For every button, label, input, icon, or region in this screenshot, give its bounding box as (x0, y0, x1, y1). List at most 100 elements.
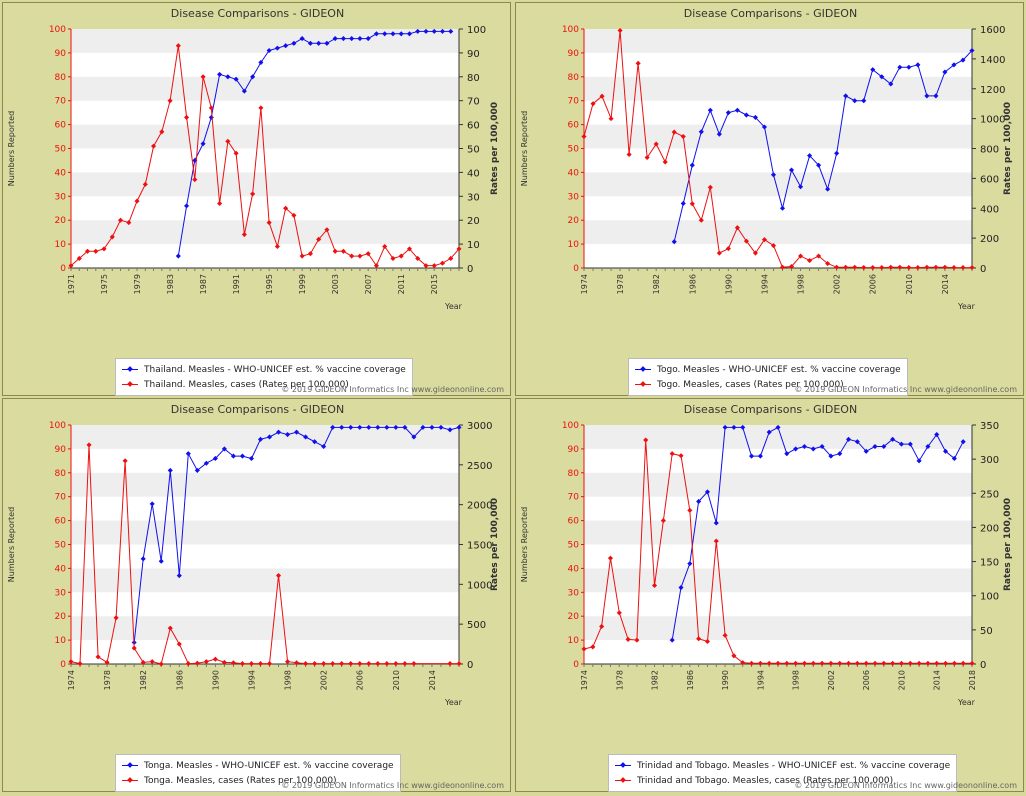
copyright-text[interactable]: © 2019 GIDEON Informatics Inc www.gideon… (281, 781, 504, 790)
data-point (863, 660, 869, 666)
data-point (431, 263, 437, 269)
data-point (375, 424, 381, 430)
chart-legend: Thailand. Measles - WHO-UNICEF est. % va… (115, 358, 413, 396)
data-point (415, 255, 421, 261)
data-point (581, 134, 587, 140)
data-point (233, 150, 239, 156)
data-point (722, 424, 728, 430)
data-point (722, 632, 728, 638)
chart-svg: Disease Comparisons - GIDEON 0 10 20 30 40 50 6… (7, 403, 500, 707)
y-tick-label-right: 30 (467, 192, 480, 203)
y-tick-label-left: 50 (55, 145, 67, 155)
legend-entry: Tonga. Measles, cases (Rates per 100,000… (122, 773, 394, 788)
y-tick-label-right: 0 (980, 264, 986, 275)
chart-title: Disease Comparisons - GIDEON (171, 7, 344, 20)
data-point (898, 660, 905, 666)
y-tick-label-left: 50 (55, 541, 67, 551)
chart-svg: Disease Comparisons - GIDEON 0 10 20 30 40 50 6… (520, 403, 1013, 707)
x-tick-label: 1974 (580, 274, 589, 294)
data-point (819, 660, 825, 666)
y-axis-label-left: Numbers Reported (520, 507, 529, 582)
x-tick-label: 1986 (688, 274, 697, 294)
legend-entry: Togo. Measles, cases (Rates per 100,000) (635, 377, 901, 392)
y-tick-label-left: 60 (568, 121, 580, 131)
grid-band (584, 29, 972, 53)
x-tick-label: 1994 (247, 670, 256, 690)
y-tick-label-right: 400 (980, 204, 999, 215)
data-point (669, 451, 675, 457)
legend-label: Thailand. Measles, cases (Rates per 100,… (144, 379, 349, 390)
y-tick-label-right: 1400 (980, 55, 1005, 66)
grid-band (584, 520, 972, 545)
data-point (924, 264, 930, 270)
y-tick-label-left: 20 (568, 216, 580, 226)
chart-title: Disease Comparisons - GIDEON (684, 7, 857, 20)
x-tick-label: 1986 (175, 670, 184, 690)
data-point (411, 434, 417, 440)
data-point (843, 264, 849, 270)
y-tick-label-left: 40 (568, 168, 580, 178)
y-axis-label-left: Numbers Reported (7, 111, 16, 186)
data-point (384, 424, 390, 430)
y-axis-label-right: Rates per 100,000 (1003, 498, 1013, 591)
x-tick-label: 2018 (968, 670, 977, 690)
data-point (731, 424, 737, 430)
data-point (801, 660, 808, 666)
data-point (798, 184, 804, 190)
data-point (890, 660, 896, 666)
data-point (248, 661, 255, 667)
copyright-text[interactable]: © 2019 GIDEON Informatics Inc www.gideon… (794, 385, 1017, 394)
y-tick-label-left: 20 (55, 216, 67, 226)
data-point (192, 177, 198, 183)
y-tick-label-right: 100 (980, 592, 999, 603)
x-tick-label: 1994 (756, 670, 765, 690)
y-axis-label-left: Numbers Reported (520, 111, 529, 186)
data-point (258, 59, 264, 66)
data-point (109, 234, 115, 240)
legend-entry: Trinidad and Tobago. Measles, cases (Rat… (615, 773, 950, 788)
data-point (448, 28, 454, 34)
copyright-text[interactable]: © 2019 GIDEON Informatics Inc www.gideon… (281, 385, 504, 394)
y-tick-label-left: 20 (568, 612, 580, 622)
data-point (423, 28, 429, 34)
copyright-text[interactable]: © 2019 GIDEON Informatics Inc www.gideon… (794, 781, 1017, 790)
data-point (933, 264, 939, 270)
grid-band (584, 472, 972, 497)
x-tick-label: 1990 (724, 274, 733, 294)
data-point (307, 40, 313, 46)
y-tick-label-left: 60 (55, 121, 67, 131)
series-line (671, 426, 964, 641)
y-tick-label-left: 50 (568, 541, 580, 551)
data-point (906, 265, 912, 271)
y-tick-label-left: 30 (568, 192, 580, 202)
data-point (716, 250, 722, 256)
y-tick-label-right: 350 (980, 421, 999, 432)
y-tick-label-right: 1500 (467, 541, 492, 552)
legend-entry: Togo. Measles - WHO-UNICEF est. % vaccin… (635, 362, 901, 377)
y-tick-label-left: 0 (60, 660, 66, 670)
y-tick-label-right: 20 (467, 216, 480, 227)
y-tick-label-right: 50 (980, 626, 993, 637)
x-tick-label: 1974 (580, 670, 589, 690)
x-tick-label: 1982 (651, 670, 660, 690)
data-point (951, 265, 957, 271)
y-tick-label-left: 40 (55, 564, 67, 574)
data-point (881, 660, 887, 666)
data-point (429, 424, 435, 430)
data-point (784, 660, 790, 666)
x-tick-label: 2010 (905, 274, 914, 294)
y-tick-label-left: 60 (568, 517, 580, 527)
legend-entry: Thailand. Measles, cases (Rates per 100,… (122, 377, 406, 392)
data-point (402, 661, 408, 667)
x-tick-label: 2014 (933, 670, 942, 690)
legend-label: Tonga. Measles, cases (Rates per 100,000… (144, 775, 337, 786)
x-tick-label: 2002 (320, 670, 329, 690)
y-tick-label-right: 60 (467, 121, 480, 132)
grid-band (71, 172, 459, 197)
x-tick-label: 1983 (166, 274, 175, 294)
y-tick-label-left: 70 (568, 97, 580, 107)
data-point (86, 442, 92, 448)
data-point (837, 451, 843, 457)
data-point (194, 660, 200, 666)
